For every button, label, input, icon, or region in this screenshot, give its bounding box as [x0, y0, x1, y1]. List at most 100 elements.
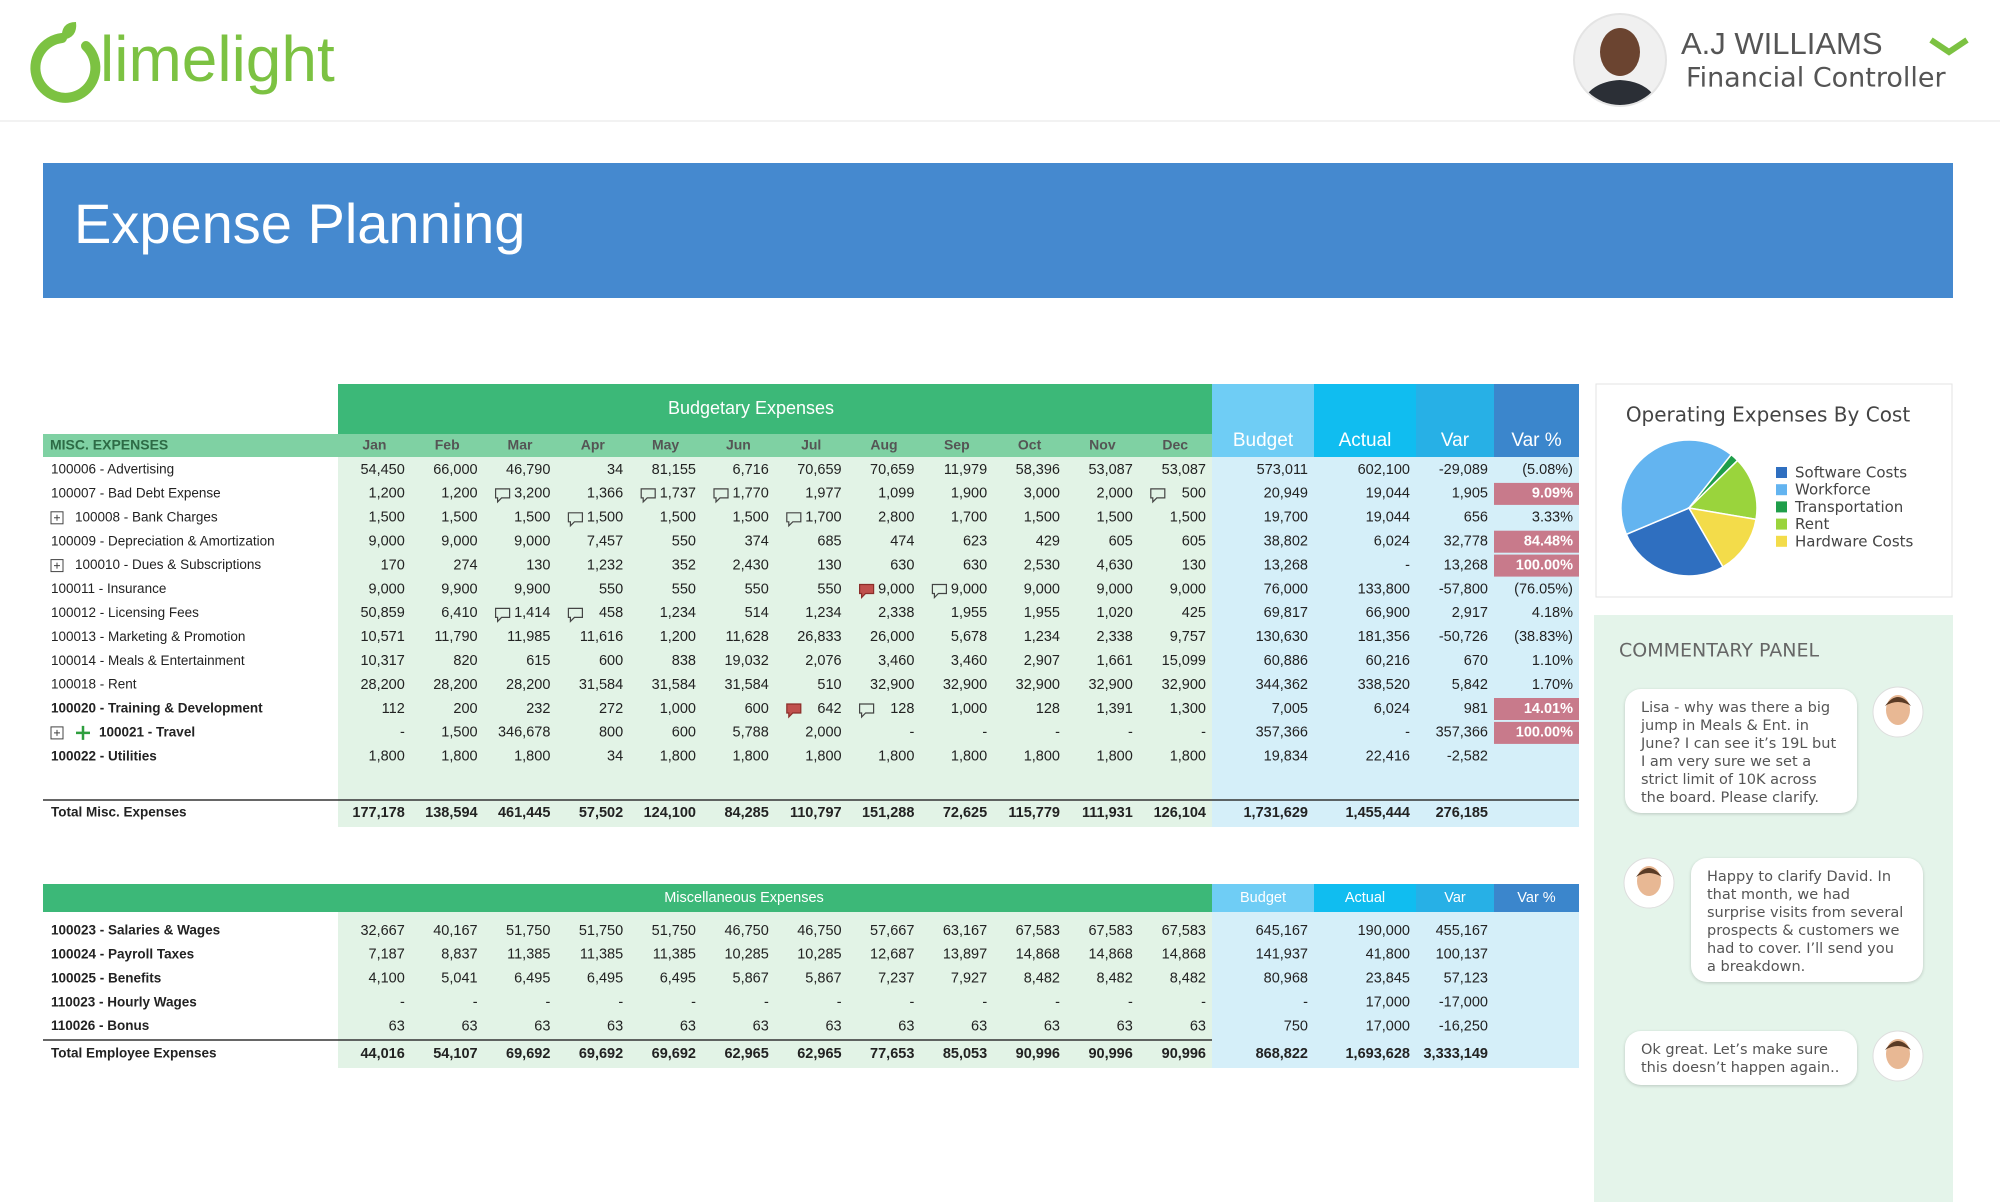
cell: 615 [526, 653, 550, 669]
row-label: 100011 - Insurance [51, 581, 166, 596]
cell: 19,834 [1264, 749, 1308, 765]
legend-swatch [1776, 484, 1787, 496]
cell: 32,900 [943, 677, 987, 693]
cell: 31,584 [579, 677, 623, 693]
variance-alert [1494, 482, 1579, 505]
comment-icon[interactable] [567, 607, 583, 623]
cell: 550 [745, 581, 769, 597]
legend-label: Hardware Costs [1795, 532, 1914, 550]
cell: 26,833 [797, 629, 841, 645]
cell: 62,965 [724, 1046, 768, 1062]
comment-icon[interactable] [931, 583, 947, 599]
legend-swatch [1776, 501, 1787, 513]
comment-icon[interactable] [495, 488, 511, 504]
cell: 656 [1464, 510, 1488, 526]
cell: - [910, 995, 915, 1011]
cell: 605 [1109, 534, 1133, 550]
cell: 9,000 [1097, 581, 1133, 597]
cell: 54,450 [360, 462, 404, 478]
cell: 605 [1182, 534, 1206, 550]
cell: 44,016 [360, 1046, 404, 1062]
cell: 8,482 [1170, 971, 1206, 987]
cell: -50,726 [1439, 629, 1488, 645]
cell: 130 [817, 557, 841, 573]
row-label: 100018 - Rent [51, 677, 137, 692]
add-row[interactable] [76, 725, 90, 740]
column-header: Jul [801, 437, 821, 453]
cell: 63 [389, 1018, 405, 1034]
cell: 9,000 [369, 581, 405, 597]
cell: 70,659 [797, 462, 841, 478]
commenter-hair [1885, 1041, 1911, 1050]
summary-header [1416, 884, 1494, 912]
cell: 1,200 [441, 486, 477, 502]
cell: 1,234 [805, 605, 841, 621]
cell: - [910, 725, 915, 741]
cell: - [1055, 995, 1060, 1011]
cell: 1,234 [1024, 629, 1060, 645]
comment-bubble: Lisa - why was there a big jump in Meals… [1625, 689, 1857, 813]
cell: - [1128, 995, 1133, 1011]
cell: 2,000 [805, 725, 841, 741]
cell: 5,788 [733, 725, 769, 741]
comment-bubble: Ok great. Let’s make sure this doesn’t h… [1625, 1031, 1857, 1085]
user-menu-toggle[interactable] [1929, 37, 1969, 56]
cell: -17,000 [1439, 995, 1488, 1011]
cell: 32,900 [1016, 677, 1060, 693]
cell: 72,625 [943, 805, 987, 821]
comment-icon[interactable] [567, 512, 583, 528]
cell: - [473, 995, 478, 1011]
cell: 62,965 [797, 1046, 841, 1062]
cell: 276,185 [1436, 805, 1488, 821]
cell: 17,000 [1366, 1018, 1410, 1034]
column-header: Jun [726, 437, 751, 453]
cell: 60,886 [1264, 653, 1308, 669]
month-body [338, 457, 1212, 827]
banner [43, 163, 1953, 298]
cell: 9,900 [441, 581, 477, 597]
comment-icon[interactable] [640, 488, 656, 504]
comment-icon[interactable] [786, 512, 802, 528]
column-header: Actual [1339, 430, 1392, 451]
pie-slice [1687, 459, 1758, 521]
cell: 69,817 [1264, 605, 1308, 621]
comment-icon[interactable] [495, 607, 511, 623]
cell: 70,659 [870, 462, 914, 478]
cell: 66,900 [1366, 605, 1410, 621]
cell: 1.10% [1532, 653, 1573, 669]
cell: 63 [898, 1018, 914, 1034]
row-label: 100006 - Advertising [51, 462, 174, 477]
cell: 32,778 [1444, 534, 1488, 550]
cell: 63 [461, 1018, 477, 1034]
user-avatar[interactable] [1570, 10, 1670, 110]
cell: 344,362 [1256, 677, 1308, 693]
cell: 11,790 [434, 629, 477, 645]
comment-icon[interactable] [786, 703, 802, 719]
cell: 981 [1464, 701, 1488, 717]
cell: 429 [1036, 534, 1060, 550]
cell: 11,979 [944, 462, 987, 478]
legend-label: Transportation [1794, 498, 1903, 516]
cell: (76.05%) [1514, 581, 1573, 597]
cell: 1,800 [1097, 749, 1133, 765]
comment-icon[interactable] [1150, 488, 1166, 504]
comment-icon[interactable] [713, 488, 729, 504]
comment-icon[interactable] [859, 583, 875, 599]
cell: 7,187 [369, 947, 405, 963]
cell: 51,750 [579, 923, 623, 939]
cell: 338,520 [1358, 677, 1410, 693]
cell: 58,396 [1016, 462, 1060, 478]
cell: 1,020 [1097, 605, 1133, 621]
cell: 110026 - Bonus [51, 1018, 149, 1033]
cell: 60,216 [1366, 653, 1410, 669]
cell: 13,268 [1444, 557, 1488, 573]
comment-icon[interactable] [859, 703, 875, 719]
cell: 1,200 [369, 486, 405, 502]
cell: 90,996 [1016, 1046, 1060, 1062]
row-label: 100020 - Training & Development [51, 701, 263, 716]
cell: 100025 - Benefits [51, 970, 161, 985]
cell: 23,845 [1366, 971, 1410, 987]
variance-alert [1494, 530, 1579, 553]
summary-header [1494, 384, 1579, 457]
